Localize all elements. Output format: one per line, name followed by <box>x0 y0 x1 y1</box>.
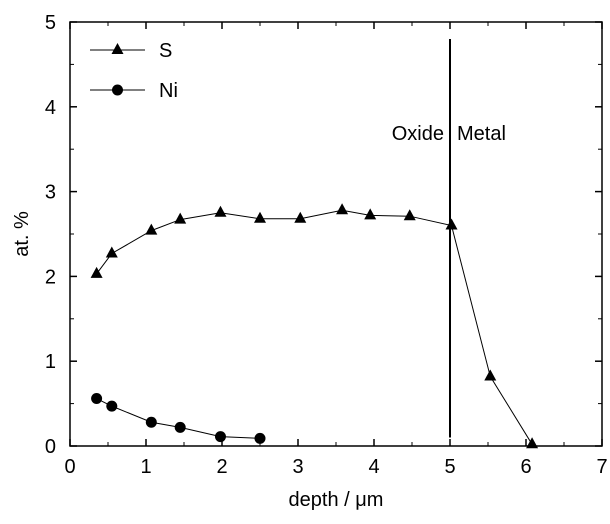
data-point-s <box>145 223 158 235</box>
series-line-s <box>96 209 533 445</box>
x-tick-label: 6 <box>520 456 531 478</box>
data-point-s <box>403 209 416 221</box>
data-point-s <box>364 208 377 220</box>
data-point-ni <box>91 393 103 405</box>
data-point-ni <box>254 432 266 444</box>
y-axis-title: at. % <box>11 211 33 257</box>
data-point-ni <box>214 431 226 443</box>
data-point-s <box>105 246 118 258</box>
data-point-ni <box>145 416 157 428</box>
data-point-s <box>214 205 227 217</box>
x-axis-title: depth / μm <box>289 489 384 511</box>
data-point-s <box>254 211 266 223</box>
legend-marker-ni <box>112 84 123 96</box>
data-point-s <box>336 203 349 215</box>
legend-label-ni: Ni <box>159 80 178 102</box>
oxide-label: Oxide <box>392 123 444 145</box>
data-point-s <box>90 266 103 278</box>
x-tick-label: 2 <box>216 456 227 478</box>
data-point-s <box>294 211 307 223</box>
y-tick-label: 0 <box>45 436 56 458</box>
x-tick-label: 0 <box>64 456 75 478</box>
data-point-ni <box>174 421 186 433</box>
data-point-s <box>526 437 539 449</box>
x-tick-label: 3 <box>292 456 303 478</box>
y-tick-label: 5 <box>45 12 56 34</box>
data-point-s <box>445 218 458 230</box>
x-tick-label: 4 <box>368 456 379 478</box>
x-tick-label: 7 <box>596 456 607 478</box>
data-point-s <box>174 212 187 224</box>
legend-marker-s <box>111 43 124 54</box>
metal-label: Metal <box>457 123 506 145</box>
y-tick-label: 1 <box>45 351 56 373</box>
y-tick-label: 2 <box>45 266 56 288</box>
y-tick-label: 3 <box>45 182 56 204</box>
annotations: Oxide Metal <box>392 38 506 438</box>
ticks: 0 1 2 3 4 5 6 7 0 1 2 3 4 5 <box>45 12 608 478</box>
x-tick-label: 5 <box>444 456 455 478</box>
series <box>90 203 539 449</box>
y-tick-label: 4 <box>45 97 56 119</box>
legend: S Ni <box>90 40 178 102</box>
data-point-s <box>484 369 497 381</box>
data-point-ni <box>106 400 118 412</box>
legend-label-s: S <box>159 40 172 62</box>
x-tick-label: 1 <box>140 456 151 478</box>
